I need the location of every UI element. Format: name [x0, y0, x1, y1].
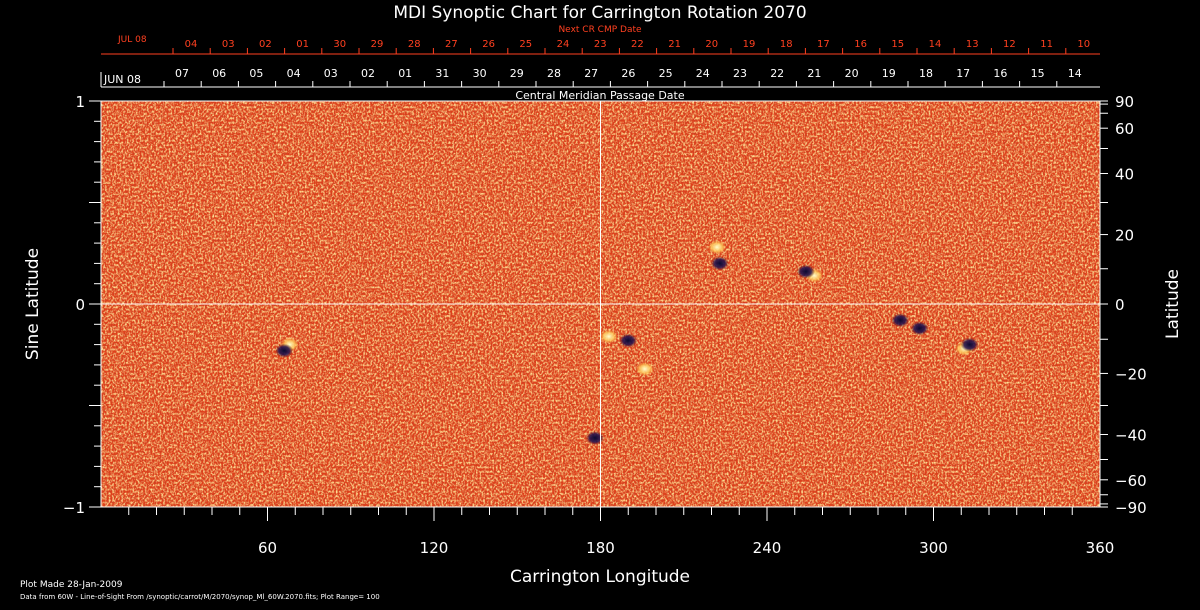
y-tick-label-right: 0 — [1115, 296, 1125, 314]
chart-title: MDI Synoptic Chart for Carrington Rotati… — [393, 3, 806, 23]
next-cr-date-label: 02 — [259, 39, 272, 50]
negative-flux-region — [910, 321, 929, 336]
positive-flux-region — [708, 240, 727, 255]
next-cr-date-label: 16 — [854, 39, 867, 50]
cmp-date-label: 29 — [510, 67, 524, 80]
next-cr-date-label: 01 — [296, 39, 309, 50]
cmp-date-label: 31 — [435, 67, 449, 80]
cmp-date-label: 02 — [361, 67, 375, 80]
y-tick-label-left: 0 — [75, 296, 85, 314]
next-cr-date-label: 29 — [371, 39, 384, 50]
y-tick-label-right: −20 — [1115, 365, 1147, 383]
negative-flux-region — [619, 333, 638, 348]
next-cr-date-axis: JUL 08 04 03 02 01 30 29 28 27 26 25 24 23 22 21 20 19 18… — [101, 35, 1100, 55]
y-tick-label-right: 20 — [1115, 227, 1134, 245]
next-cr-date-label: 04 — [185, 39, 198, 50]
next-cr-date-label: 03 — [222, 39, 235, 50]
x-tick-label: 120 — [420, 539, 449, 557]
y-tick-label-right: −40 — [1115, 426, 1147, 444]
cmp-date-label: 04 — [287, 67, 301, 80]
next-cr-date-label: 20 — [705, 39, 718, 50]
x-tick-label: 240 — [753, 539, 782, 557]
cmp-date-label: 21 — [807, 67, 821, 80]
y-tick-label-left: 1 — [75, 93, 85, 111]
cmp-date-label: 07 — [175, 67, 189, 80]
central-meridian-label: Central Meridian Passage Date — [515, 89, 684, 102]
cmp-date-label: 28 — [547, 67, 561, 80]
cmp-date-axis: JUN 08 07 06 05 04 03 02 01 31 30 29 28 27 26 25 24 23 22… — [100, 67, 1100, 88]
next-cr-date-label: 23 — [594, 39, 607, 50]
negative-flux-region — [796, 264, 815, 279]
next-cr-month-label: JUL 08 — [117, 35, 147, 45]
next-cr-date-label: 18 — [780, 39, 793, 50]
y-tick-label-right: 40 — [1115, 166, 1134, 184]
next-cr-date-label: 21 — [668, 39, 681, 50]
negative-flux-region — [710, 256, 729, 271]
x-tick-label: 60 — [258, 539, 277, 557]
cmp-date-label: 03 — [324, 67, 338, 80]
cmp-date-label: 20 — [845, 67, 859, 80]
x-tick-label: 300 — [919, 539, 948, 557]
next-cr-date-label: 22 — [631, 39, 644, 50]
cmp-date-label: 17 — [956, 67, 970, 80]
next-cr-date-label: 28 — [408, 39, 421, 50]
next-cr-date-label: 17 — [817, 39, 830, 50]
y-axis-label-right: Latitude — [1163, 269, 1183, 339]
cmp-date-label: 27 — [584, 67, 598, 80]
x-tick-label: 180 — [586, 539, 615, 557]
cmp-date-label: 25 — [659, 67, 673, 80]
cmp-date-label: 18 — [919, 67, 933, 80]
next-cr-label: Next CR CMP Date — [558, 25, 642, 35]
next-cr-date-label: 25 — [519, 39, 532, 50]
x-tick-label: 360 — [1086, 539, 1115, 557]
cmp-date-label: 16 — [993, 67, 1007, 80]
cmp-date-label: 23 — [733, 67, 747, 80]
cmp-date-label: 15 — [1031, 67, 1045, 80]
axes: 60 120 180 240 300 360 1 0 −1 90 60 40 20 0 −20 −40 −60 −… — [63, 93, 1147, 557]
next-cr-date-label: 30 — [333, 39, 346, 50]
y-tick-label-right: 60 — [1115, 120, 1134, 138]
next-cr-date-label: 19 — [743, 39, 756, 50]
cmp-date-label: 24 — [696, 67, 710, 80]
positive-flux-region — [599, 329, 618, 344]
cmp-date-label: 26 — [621, 67, 635, 80]
next-cr-date-label: 13 — [966, 39, 979, 50]
cmp-date-label: 01 — [398, 67, 412, 80]
negative-flux-region — [275, 343, 294, 358]
y-tick-label-right: −60 — [1115, 472, 1147, 490]
cmp-date-label: 19 — [882, 67, 896, 80]
next-cr-date-label: 11 — [1040, 39, 1053, 50]
cmp-date-label: 22 — [770, 67, 784, 80]
cmp-month-label: JUN 08 — [103, 73, 141, 86]
negative-flux-region — [891, 313, 910, 328]
y-tick-label-left: −1 — [63, 499, 85, 517]
next-cr-date-label: 24 — [557, 39, 570, 50]
negative-flux-region — [585, 430, 604, 445]
y-tick-label-right: 90 — [1115, 93, 1134, 111]
y-tick-label-right: −90 — [1115, 499, 1147, 517]
next-cr-date-label: 12 — [1003, 39, 1016, 50]
next-cr-date-label: 26 — [482, 39, 495, 50]
cmp-date-label: 30 — [473, 67, 487, 80]
data-source-text: Data from 60W - Line-of-Sight From /syno… — [20, 593, 380, 601]
next-cr-date-label: 27 — [445, 39, 458, 50]
cmp-date-label: 06 — [212, 67, 226, 80]
active-regions — [275, 240, 979, 445]
y-axis-label-left: Sine Latitude — [23, 248, 43, 360]
next-cr-date-label: 10 — [1077, 39, 1090, 50]
positive-flux-region — [635, 361, 654, 376]
negative-flux-region — [960, 337, 979, 352]
next-cr-date-label: 14 — [929, 39, 942, 50]
cmp-date-label: 05 — [249, 67, 263, 80]
next-cr-date-label: 15 — [891, 39, 904, 50]
plot-made-text: Plot Made 28-Jan-2009 — [20, 580, 123, 590]
cmp-date-label: 14 — [1068, 67, 1082, 80]
x-axis-label: Carrington Longitude — [510, 567, 690, 587]
